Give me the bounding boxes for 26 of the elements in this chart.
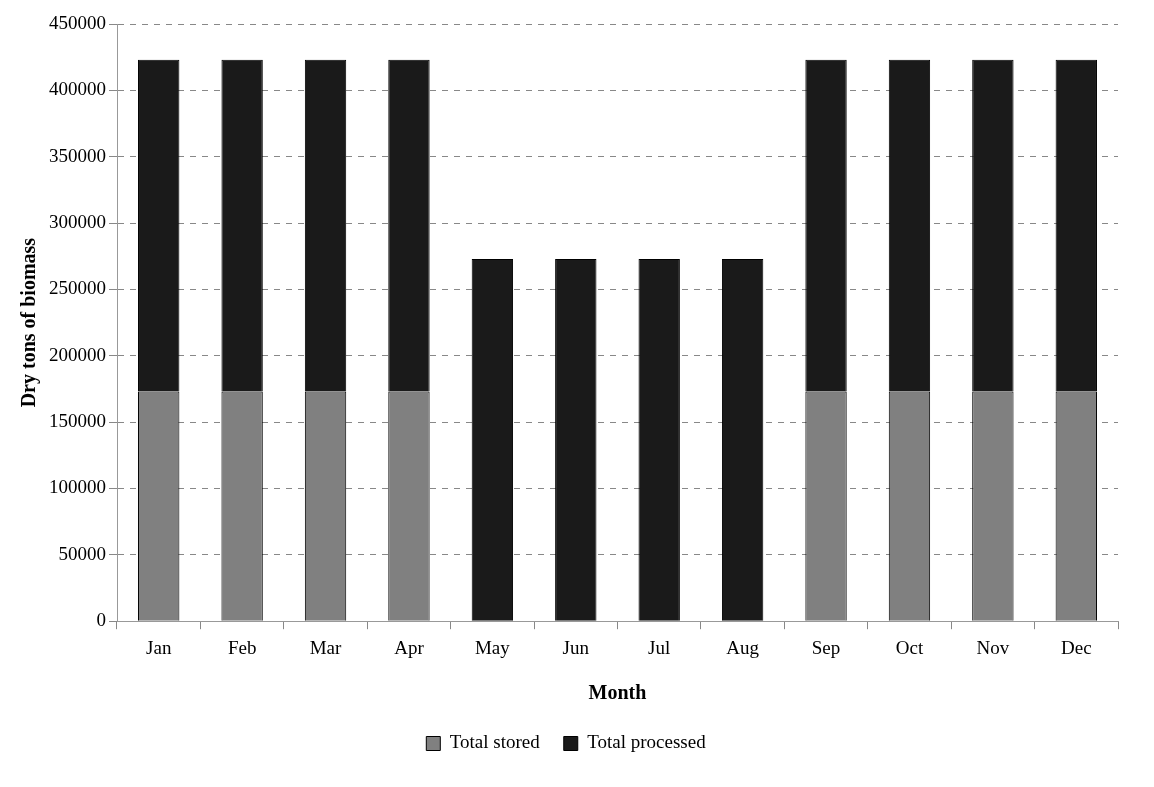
x-tick-label: Sep [811, 636, 841, 658]
y-tick-label: 450000 [49, 11, 106, 33]
x-tick-label: May [474, 636, 511, 658]
x-tick-label: Mar [309, 636, 343, 658]
x-tick-label: Nov [976, 636, 1010, 658]
y-tick-label: 250000 [49, 277, 106, 299]
y-tick-label: 0 [96, 609, 106, 631]
y-tick-label: 50000 [58, 542, 106, 564]
x-tick-label: Dec [1060, 636, 1092, 658]
legend-label: Total processed [587, 731, 707, 753]
x-tick-label: Jul [648, 636, 671, 658]
legend-label: Total stored [449, 731, 541, 753]
x-tick-label: Feb [227, 636, 257, 658]
x-tick-label: Jun [562, 636, 590, 658]
x-tick-label: Apr [394, 636, 425, 658]
y-tick-label: 150000 [49, 410, 106, 432]
x-tick-label: Aug [726, 636, 760, 658]
y-tick-label: 200000 [49, 343, 106, 365]
x-tick-label: Oct [895, 636, 924, 658]
x-axis-title: Month [588, 681, 647, 704]
y-tick-label: 100000 [49, 476, 106, 498]
y-tick-label: 350000 [49, 144, 106, 166]
x-tick-label: Jan [146, 636, 172, 658]
y-axis-title: Dry tons of biomass [17, 237, 41, 408]
y-tick-label: 400000 [49, 78, 106, 100]
y-tick-label: 300000 [49, 211, 106, 233]
